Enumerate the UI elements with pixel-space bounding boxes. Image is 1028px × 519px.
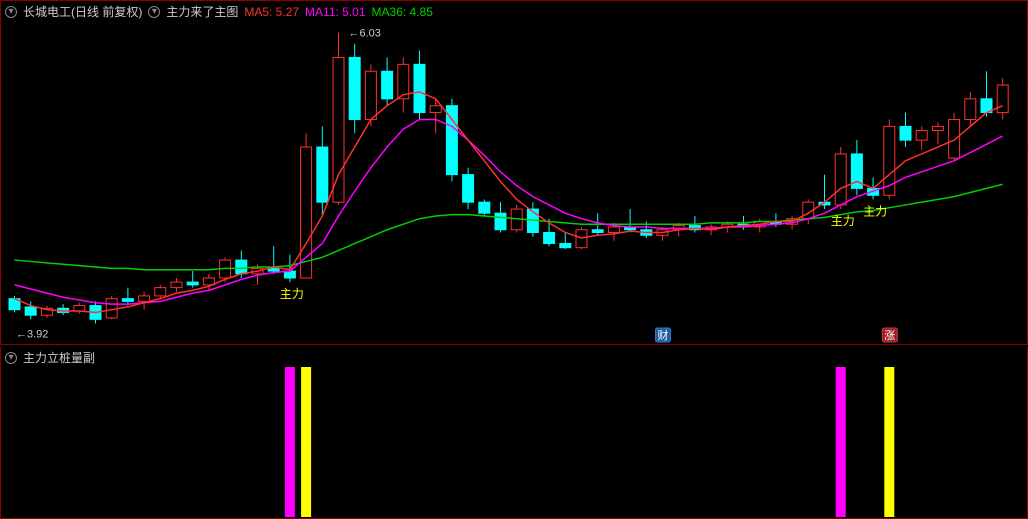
svg-text:主力: 主力 <box>831 214 855 228</box>
sub-indicator-name: 主力立桩量副 <box>23 349 95 366</box>
chevron-down-icon[interactable]: ▾ <box>5 352 17 364</box>
main-chart-area[interactable]: ←6.03←3.92主力主力主力财涨 <box>1 19 1027 344</box>
svg-text:←6.03: ←6.03 <box>349 28 381 40</box>
sub-chart-area[interactable] <box>1 363 1027 518</box>
main-chart-panel[interactable]: ▾ 长城电工(日线 前复权) ▾ 主力来了主图 MA5: 5.27 MA11: … <box>0 0 1028 345</box>
svg-text:财: 财 <box>658 328 669 342</box>
svg-text:←3.92: ←3.92 <box>16 328 48 340</box>
svg-text:主力: 主力 <box>280 287 304 301</box>
ma-label-2: MA36: 4.85 <box>372 5 433 19</box>
sub-header: ▾ 主力立桩量副 <box>5 349 95 366</box>
ma-label-1: MA11: 5.01 <box>305 5 365 19</box>
indicator-name: 主力来了主图 <box>166 3 238 20</box>
chart-title: 长城电工(日线 前复权) <box>23 3 142 20</box>
svg-text:主力: 主力 <box>863 204 887 218</box>
sub-chart-panel[interactable]: ▾ 主力立桩量副 <box>0 347 1028 519</box>
chevron-down-icon[interactable]: ▾ <box>148 6 160 18</box>
chevron-down-icon[interactable]: ▾ <box>5 6 17 18</box>
svg-text:涨: 涨 <box>884 329 895 342</box>
ma-label-0: MA5: 5.27 <box>244 5 299 19</box>
main-header: ▾ 长城电工(日线 前复权) ▾ 主力来了主图 MA5: 5.27 MA11: … <box>5 3 433 20</box>
